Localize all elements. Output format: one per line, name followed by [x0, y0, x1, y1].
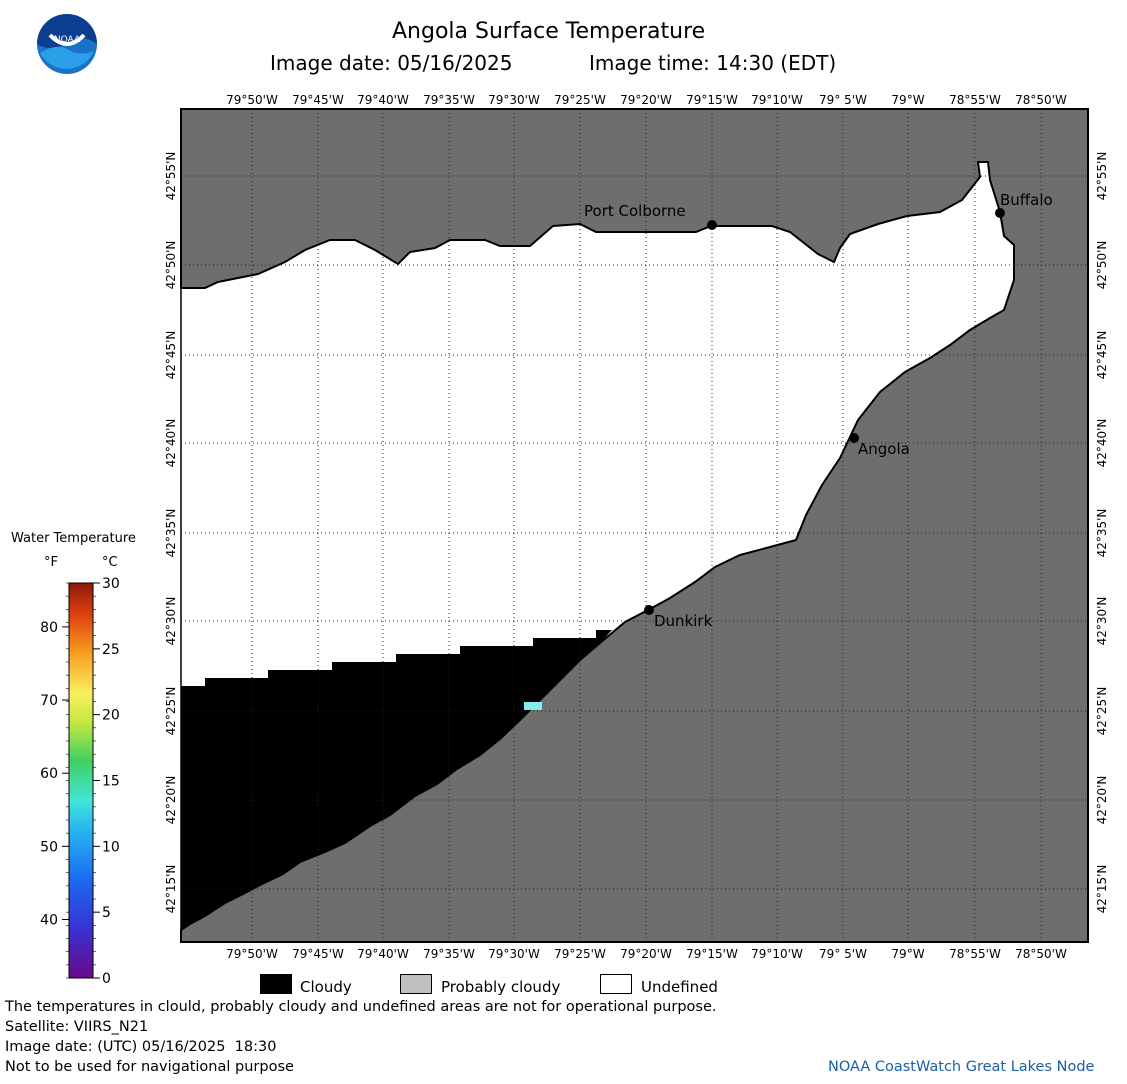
legend-undefined-label: Undefined [641, 978, 718, 996]
lat-tick-right: 42°25'N [1095, 687, 1109, 736]
lat-tick-left: 42°20'N [164, 776, 178, 825]
lat-tick-left: 42°15'N [164, 865, 178, 914]
colorbar-title: Water Temperature [11, 531, 136, 546]
image-time: Image time: 14:30 (EDT) [589, 51, 837, 75]
water-pixel [524, 702, 542, 710]
lon-tick-top: 79°40'W [357, 93, 409, 107]
lon-tick-top: 79°25'W [554, 93, 606, 107]
lat-tick-left: 42°50'N [164, 241, 178, 290]
lon-tick-top: 79°15'W [686, 93, 738, 107]
lon-tick-bottom: 79°20'W [620, 947, 672, 961]
lon-tick-bottom: 79°50'W [226, 947, 278, 961]
port-colborne-label: Port Colborne [584, 202, 686, 220]
lon-tick-bottom: 79°30'W [488, 947, 540, 961]
page-title: Angola Surface Temperature [392, 19, 706, 44]
lat-tick-left: 42°30'N [164, 597, 178, 646]
lon-tick-bottom: 78°55'W [949, 947, 1001, 961]
lon-tick-top: 79°W [891, 93, 924, 107]
colorbar-c-label: 25 [102, 642, 120, 658]
lat-tick-right: 42°15'N [1095, 865, 1109, 914]
lat-tick-right: 42°50'N [1095, 241, 1109, 290]
image-date: Image date: 05/16/2025 [270, 51, 513, 75]
lon-tick-bottom: 78°50'W [1015, 947, 1067, 961]
lat-tick-right: 42°30'N [1095, 597, 1109, 646]
buffalo-label: Buffalo [1000, 191, 1053, 209]
colorbar-c-label: 0 [102, 971, 111, 985]
lat-tick-right: 42°35'N [1095, 509, 1109, 558]
lon-tick-bottom: 79° 5'W [819, 947, 867, 961]
colorbar-c-label: 10 [102, 839, 120, 855]
colorbar-c-label: 30 [102, 576, 120, 592]
lon-tick-bottom: 79°W [891, 947, 924, 961]
lon-tick-top: 78°50'W [1015, 93, 1067, 107]
lat-tick-left: 42°40'N [164, 419, 178, 468]
cloud-region [181, 630, 612, 930]
lon-tick-bottom: 79°10'W [751, 947, 803, 961]
lat-tick-right: 42°55'N [1095, 152, 1109, 201]
dunkirk-label: Dunkirk [654, 612, 713, 630]
colorbar-f-label: 60 [40, 766, 58, 782]
noaa-logo: NOAA [36, 13, 98, 75]
buffalo-marker [995, 208, 1005, 218]
colorbar-unit-f: °F [44, 555, 58, 570]
lat-tick-right: 42°40'N [1095, 419, 1109, 468]
colorbar-f-label: 70 [40, 693, 58, 709]
legend-undefined-swatch [600, 974, 632, 994]
utc-date-text: Image date: (UTC) 05/16/2025 18:30 [5, 1039, 277, 1055]
satellite-text: Satellite: VIIRS_N21 [5, 1019, 149, 1035]
colorbar-c-label: 15 [102, 774, 120, 790]
lat-tick-right: 42°45'N [1095, 331, 1109, 380]
lon-tick-top: 78°55'W [949, 93, 1001, 107]
disclaimer-text: The temperatures in clould, probably clo… [5, 999, 717, 1015]
lon-tick-top: 79°45'W [292, 93, 344, 107]
lat-tick-left: 42°45'N [164, 331, 178, 380]
lon-tick-top: 79°20'W [620, 93, 672, 107]
colorbar-unit-c: °C [102, 555, 118, 570]
lon-tick-top: 79°35'W [423, 93, 475, 107]
colorbar-c-label: 20 [102, 708, 120, 724]
legend-cloudy-label: Cloudy [300, 978, 352, 996]
legend-probably-cloudy-swatch [400, 974, 432, 994]
legend-cloudy-swatch [260, 974, 292, 994]
angola-label: Angola [858, 440, 910, 458]
lat-tick-left: 42°35'N [164, 509, 178, 558]
colorbar-f-label: 80 [40, 620, 58, 636]
lat-tick-left: 42°25'N [164, 687, 178, 736]
lat-tick-left: 42°55'N [164, 152, 178, 201]
legend-probably-cloudy-label: Probably cloudy [441, 978, 561, 996]
lat-lon-grid [181, 109, 1088, 942]
lon-tick-bottom: 79°45'W [292, 947, 344, 961]
navigation-warning: Not to be used for navigational purpose [5, 1059, 294, 1075]
lon-tick-top: 79°10'W [751, 93, 803, 107]
colorbar-f-label: 40 [40, 912, 58, 928]
lon-tick-top: 79°30'W [488, 93, 540, 107]
colorbar-f-label: 50 [40, 839, 58, 855]
colorbar-c-label: 5 [102, 905, 111, 921]
lon-tick-bottom: 79°15'W [686, 947, 738, 961]
credit-text: NOAA CoastWatch Great Lakes Node [828, 1059, 1095, 1075]
angola-marker [849, 433, 859, 443]
lon-tick-bottom: 79°40'W [357, 947, 409, 961]
lon-tick-bottom: 79°25'W [554, 947, 606, 961]
lon-tick-bottom: 79°35'W [423, 947, 475, 961]
port-colborne-marker [707, 220, 717, 230]
lon-tick-top: 79°50'W [226, 93, 278, 107]
dunkirk-marker [644, 605, 654, 615]
lon-tick-top: 79° 5'W [819, 93, 867, 107]
lat-tick-right: 42°20'N [1095, 776, 1109, 825]
noaa-logo-text: NOAA [54, 35, 81, 45]
